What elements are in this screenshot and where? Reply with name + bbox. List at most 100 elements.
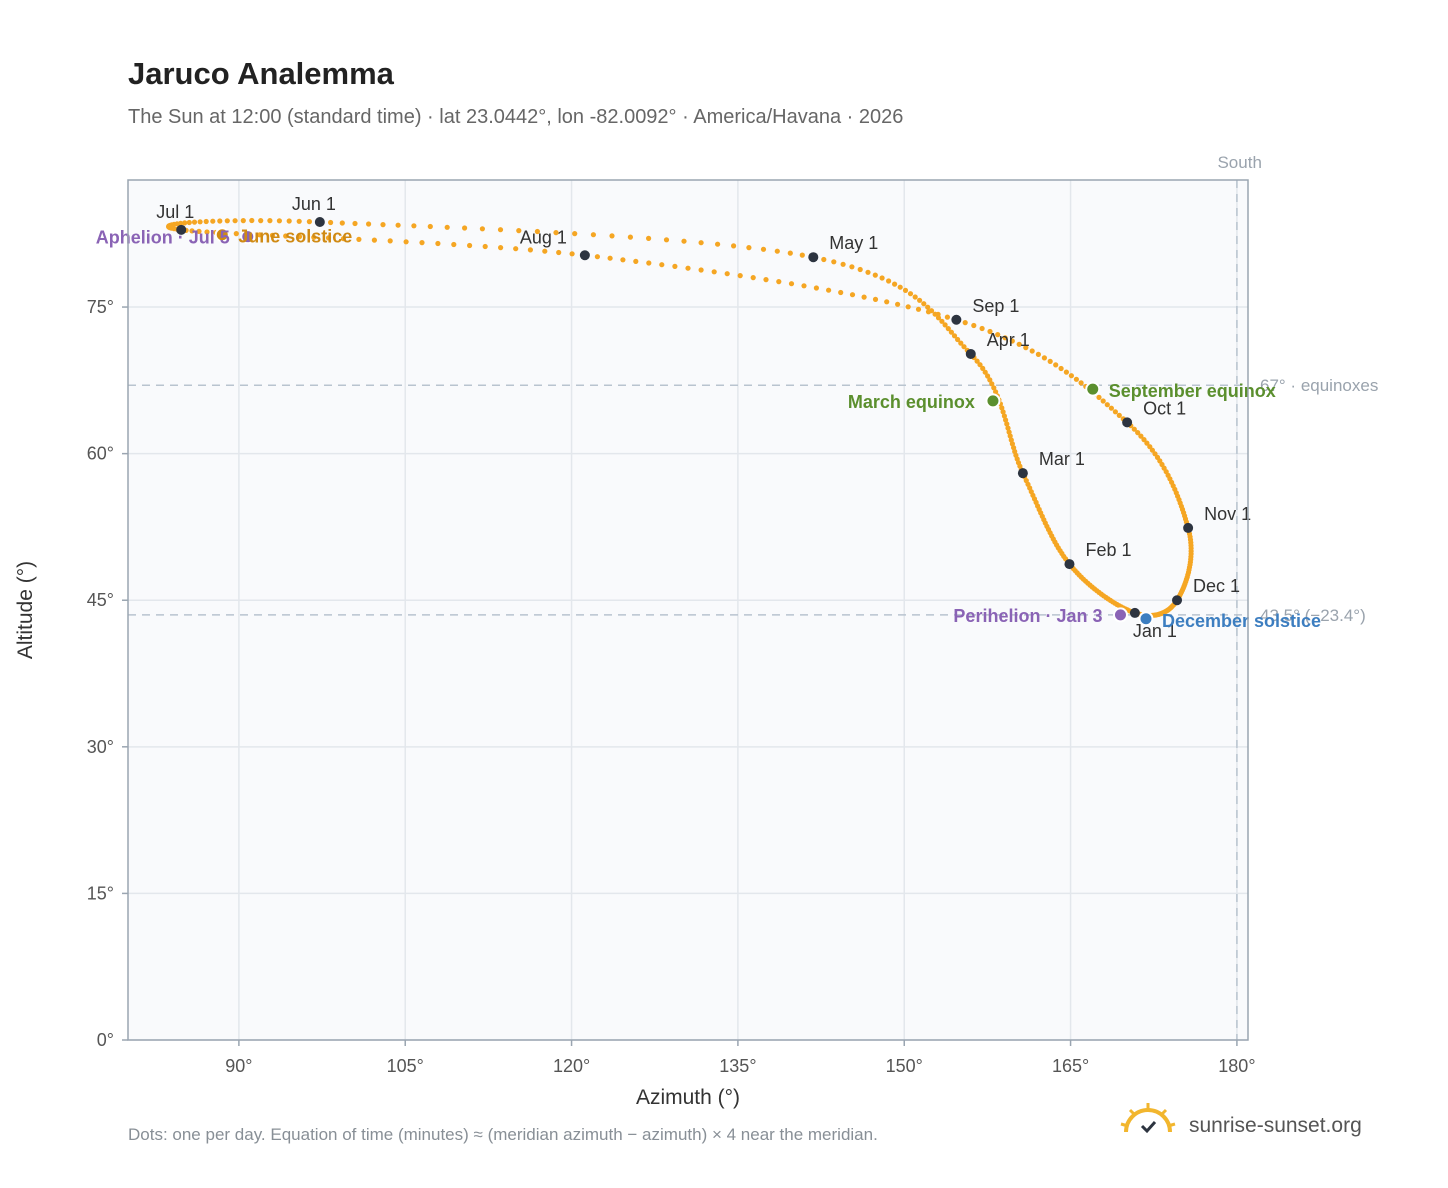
month-marker bbox=[314, 217, 325, 228]
daily-sun-dot bbox=[1053, 362, 1059, 368]
daily-sun-dot bbox=[886, 278, 892, 284]
month-marker bbox=[1122, 417, 1133, 428]
y-tick-label: 0° bbox=[97, 1030, 114, 1050]
daily-sun-dot bbox=[945, 326, 951, 332]
daily-sun-dot bbox=[366, 221, 372, 227]
x-tick-label: 90° bbox=[225, 1056, 252, 1076]
footnote: Dots: one per day. Equation of time (min… bbox=[128, 1125, 878, 1144]
month-marker bbox=[1172, 595, 1183, 606]
daily-sun-dot bbox=[698, 267, 704, 273]
x-tick-label: 150° bbox=[886, 1056, 923, 1076]
month-marker bbox=[808, 252, 819, 263]
daily-sun-dot bbox=[240, 218, 246, 224]
daily-sun-dot bbox=[306, 219, 312, 225]
month-marker bbox=[579, 250, 590, 261]
daily-sun-dot bbox=[987, 328, 993, 335]
daily-sun-dot bbox=[715, 241, 721, 247]
daily-sun-dot bbox=[681, 238, 687, 244]
daily-sun-dot bbox=[1047, 358, 1053, 364]
daily-sun-dot bbox=[925, 304, 931, 310]
month-label: Sep 1 bbox=[972, 296, 1019, 316]
daily-sun-dot bbox=[1096, 394, 1102, 400]
month-label: Apr 1 bbox=[987, 330, 1030, 350]
daily-sun-dot bbox=[527, 247, 534, 253]
daily-sun-dot bbox=[590, 232, 597, 238]
month-marker bbox=[176, 224, 187, 235]
daily-sun-dot bbox=[296, 218, 302, 224]
daily-sun-dot bbox=[427, 223, 433, 230]
month-label: Dec 1 bbox=[1193, 576, 1240, 596]
daily-sun-dot bbox=[627, 234, 634, 240]
daily-sun-dot bbox=[892, 281, 898, 287]
daily-sun-dot bbox=[760, 246, 767, 252]
daily-sun-dot bbox=[879, 275, 885, 281]
daily-sun-dot bbox=[267, 218, 273, 224]
x-axis-title: Azimuth (°) bbox=[636, 1086, 740, 1109]
daily-sun-dot bbox=[352, 220, 358, 227]
daily-sun-dot bbox=[210, 218, 216, 224]
daily-sun-dot bbox=[974, 358, 980, 364]
daily-sun-dot bbox=[444, 224, 450, 230]
daily-sun-dot bbox=[339, 220, 345, 226]
event-label: June solstice bbox=[238, 227, 352, 247]
daily-sun-dot bbox=[838, 289, 844, 296]
daily-sun-dot bbox=[857, 266, 863, 273]
daily-sun-dot bbox=[556, 249, 562, 256]
sun-logo-icon bbox=[1120, 1103, 1176, 1134]
event-marker bbox=[985, 393, 1001, 409]
daily-sun-dot bbox=[905, 304, 911, 310]
y-axis-title: Altitude (°) bbox=[14, 561, 37, 659]
daily-sun-dot bbox=[935, 311, 941, 317]
daily-sun-dot bbox=[955, 336, 961, 343]
daily-sun-dot bbox=[711, 269, 717, 275]
daily-sun-dot bbox=[788, 281, 795, 287]
daily-sun-dot bbox=[258, 218, 264, 224]
y-tick-label: 75° bbox=[87, 297, 114, 317]
daily-sun-dot bbox=[897, 284, 903, 290]
daily-sun-dot bbox=[203, 218, 209, 225]
daily-sun-dot bbox=[311, 234, 317, 240]
month-label: Jul 1 bbox=[156, 202, 194, 222]
daily-sun-dot bbox=[989, 381, 995, 387]
reference-lines: 67° · equinoxes 43.5° (−23.4°) South bbox=[128, 153, 1378, 1040]
daily-sun-dot bbox=[607, 255, 613, 261]
daily-sun-dot bbox=[840, 261, 846, 267]
daily-sun-dot bbox=[380, 222, 386, 228]
marker-labels: Jan 1 Feb 1 Mar 1 Apr 1 May 1 Jun 1 Jul 1 Aug 1… bbox=[96, 194, 1321, 641]
daily-sun-dot bbox=[1001, 413, 1008, 419]
daily-sun-dot bbox=[569, 251, 575, 257]
daily-sun-dot bbox=[232, 218, 238, 224]
daily-sun-dot bbox=[925, 309, 932, 315]
event-label: Aphelion · Jul 5 bbox=[96, 228, 230, 248]
y-tick-label: 15° bbox=[87, 883, 114, 903]
daily-sun-dot bbox=[995, 332, 1001, 338]
month-label: Jun 1 bbox=[292, 194, 336, 214]
month-marker bbox=[1064, 559, 1075, 570]
daily-sun-dot bbox=[462, 225, 468, 231]
daily-sun-dot bbox=[977, 362, 983, 368]
daily-sun-dot bbox=[979, 325, 985, 332]
x-tick-label: 165° bbox=[1052, 1056, 1089, 1076]
daily-sun-dot bbox=[763, 277, 769, 283]
daily-sun-dot bbox=[737, 273, 743, 279]
daily-sun-dot bbox=[685, 265, 691, 271]
event-marker bbox=[240, 229, 256, 245]
month-label: Nov 1 bbox=[1204, 504, 1251, 524]
daily-sun-dot bbox=[872, 272, 878, 278]
daily-sun-dot bbox=[513, 246, 519, 252]
daily-sun-dot bbox=[328, 219, 334, 226]
daily-sun-dot bbox=[1023, 345, 1029, 351]
reference-line-label: 43.5° (−23.4°) bbox=[1260, 606, 1366, 625]
plot-area bbox=[128, 180, 1248, 1040]
daily-sun-dot bbox=[196, 228, 202, 234]
daily-sun-dot bbox=[646, 260, 652, 266]
daily-sun-dot bbox=[542, 248, 548, 254]
reference-line-label: South bbox=[1217, 153, 1261, 172]
daily-sun-dot bbox=[191, 219, 198, 225]
daily-sun-dot bbox=[1116, 412, 1122, 418]
daily-sun-dot bbox=[1108, 405, 1114, 411]
daily-sun-dot bbox=[915, 306, 922, 312]
brand-name: sunrise-sunset.org bbox=[1189, 1114, 1362, 1137]
event-marker bbox=[1112, 607, 1128, 623]
month-label: Jan 1 bbox=[1133, 621, 1177, 641]
